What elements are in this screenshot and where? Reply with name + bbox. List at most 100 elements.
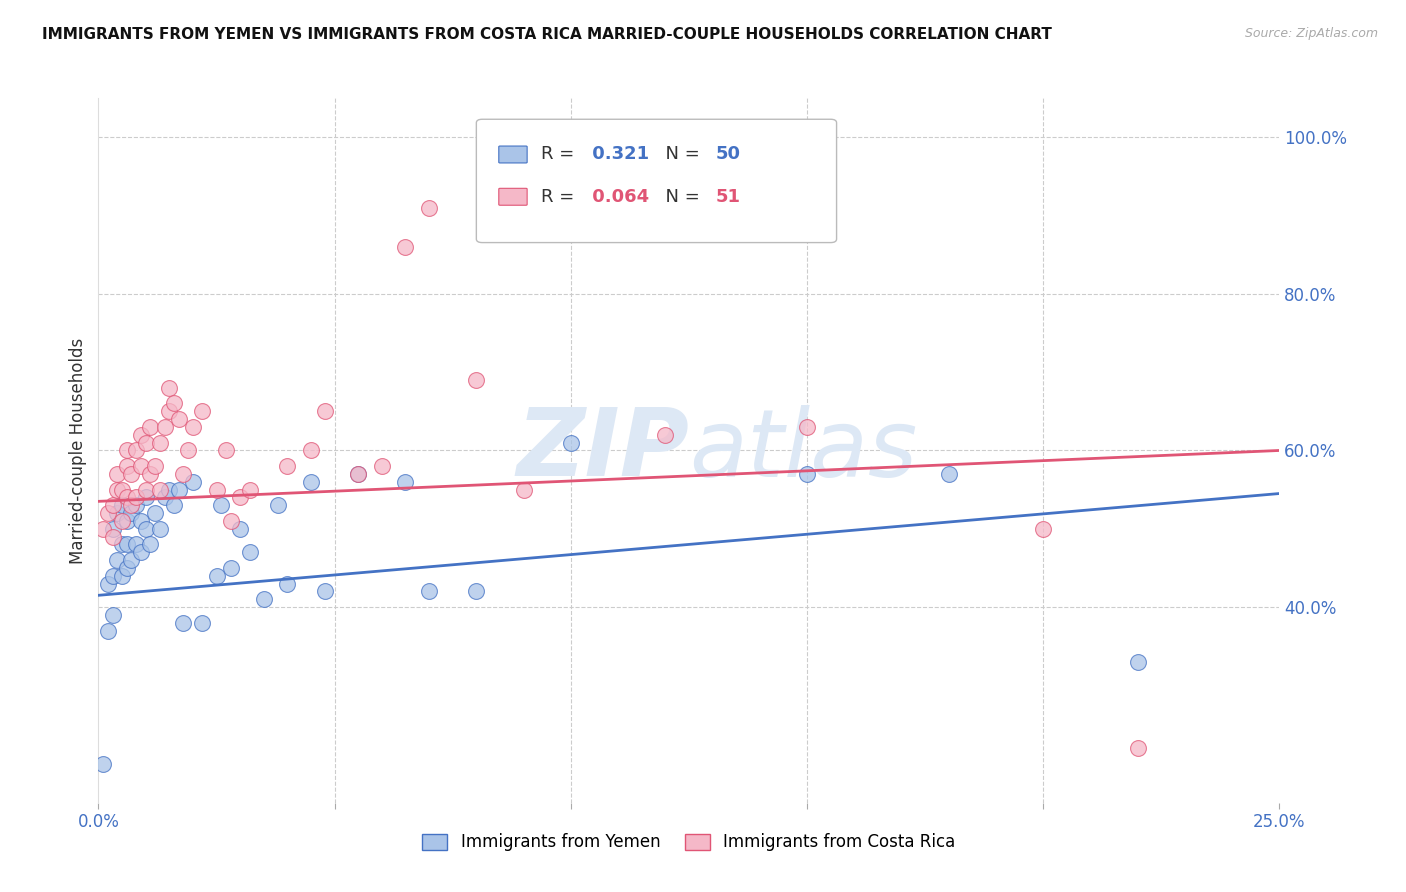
Point (191, 404, 214, 418)
Point (153, 420, 176, 434)
Point (125, 491, 148, 505)
Point (139, 537, 162, 551)
Text: 0.064: 0.064 (586, 188, 650, 206)
Point (347, 467, 370, 481)
Point (91, 756, 114, 771)
Point (157, 483, 180, 497)
Legend: Immigrants from Yemen, Immigrants from Costa Rica: Immigrants from Yemen, Immigrants from C… (416, 827, 962, 858)
Point (205, 483, 228, 497)
Point (163, 396, 186, 410)
Point (654, 427, 676, 442)
Point (129, 545, 152, 559)
Point (465, 373, 488, 387)
Point (101, 498, 124, 512)
Point (105, 553, 128, 567)
Point (239, 545, 262, 559)
Point (101, 522, 124, 536)
Point (1032, 522, 1054, 536)
Point (512, 483, 534, 497)
Point (219, 514, 242, 528)
Point (172, 615, 194, 630)
Point (139, 420, 162, 434)
Text: R =: R = (541, 188, 581, 206)
Text: IMMIGRANTS FROM YEMEN VS IMMIGRANTS FROM COSTA RICA MARRIED-COUPLE HOUSEHOLDS CO: IMMIGRANTS FROM YEMEN VS IMMIGRANTS FROM… (42, 27, 1052, 42)
Point (191, 615, 214, 630)
Point (149, 483, 172, 497)
Point (111, 514, 134, 528)
Point (172, 467, 194, 481)
Point (276, 459, 298, 474)
Point (163, 498, 186, 512)
Point (177, 443, 200, 458)
Point (121, 553, 143, 567)
Point (371, 459, 394, 474)
Point (97, 576, 120, 591)
Point (115, 459, 138, 474)
Point (167, 412, 190, 426)
Point (111, 537, 134, 551)
Point (129, 427, 152, 442)
Point (115, 537, 138, 551)
Point (796, 420, 818, 434)
Point (135, 483, 157, 497)
Point (115, 561, 138, 575)
Text: ZIP: ZIP (516, 404, 689, 497)
Text: 51: 51 (716, 188, 741, 206)
Point (115, 491, 138, 505)
Point (105, 467, 128, 481)
Point (105, 483, 128, 497)
Text: atlas: atlas (689, 405, 917, 496)
Point (253, 592, 276, 607)
Point (111, 498, 134, 512)
Text: R =: R = (541, 145, 581, 163)
Point (153, 491, 176, 505)
Point (129, 514, 152, 528)
Point (101, 568, 124, 582)
Point (314, 584, 336, 599)
Point (1126, 655, 1149, 669)
Point (125, 537, 148, 551)
Point (465, 584, 488, 599)
Point (299, 443, 322, 458)
Point (219, 561, 242, 575)
Point (205, 568, 228, 582)
Point (267, 498, 290, 512)
Point (135, 491, 157, 505)
Point (139, 467, 162, 481)
Point (394, 240, 416, 254)
Text: N =: N = (654, 188, 704, 206)
Point (938, 467, 960, 481)
FancyBboxPatch shape (499, 146, 527, 163)
Point (105, 506, 128, 520)
Point (276, 576, 298, 591)
Point (135, 435, 157, 450)
Point (101, 530, 124, 544)
Point (121, 506, 143, 520)
Point (229, 491, 252, 505)
Point (239, 483, 262, 497)
Point (418, 201, 440, 215)
Text: 0.321: 0.321 (586, 145, 650, 163)
Point (143, 506, 166, 520)
Point (229, 522, 252, 536)
Point (143, 459, 166, 474)
Y-axis label: Married-couple Households: Married-couple Households (69, 337, 87, 564)
Point (149, 522, 172, 536)
Point (181, 475, 204, 489)
Point (209, 498, 232, 512)
Point (215, 443, 238, 458)
Point (111, 483, 134, 497)
Point (97, 624, 120, 638)
FancyBboxPatch shape (477, 120, 837, 243)
Point (125, 498, 148, 512)
Point (121, 467, 143, 481)
Point (121, 498, 143, 512)
Point (394, 475, 416, 489)
Point (91, 522, 114, 536)
Point (1126, 741, 1149, 756)
Text: Source: ZipAtlas.com: Source: ZipAtlas.com (1244, 27, 1378, 40)
Point (129, 459, 152, 474)
Point (299, 475, 322, 489)
Point (418, 584, 440, 599)
Point (157, 381, 180, 395)
